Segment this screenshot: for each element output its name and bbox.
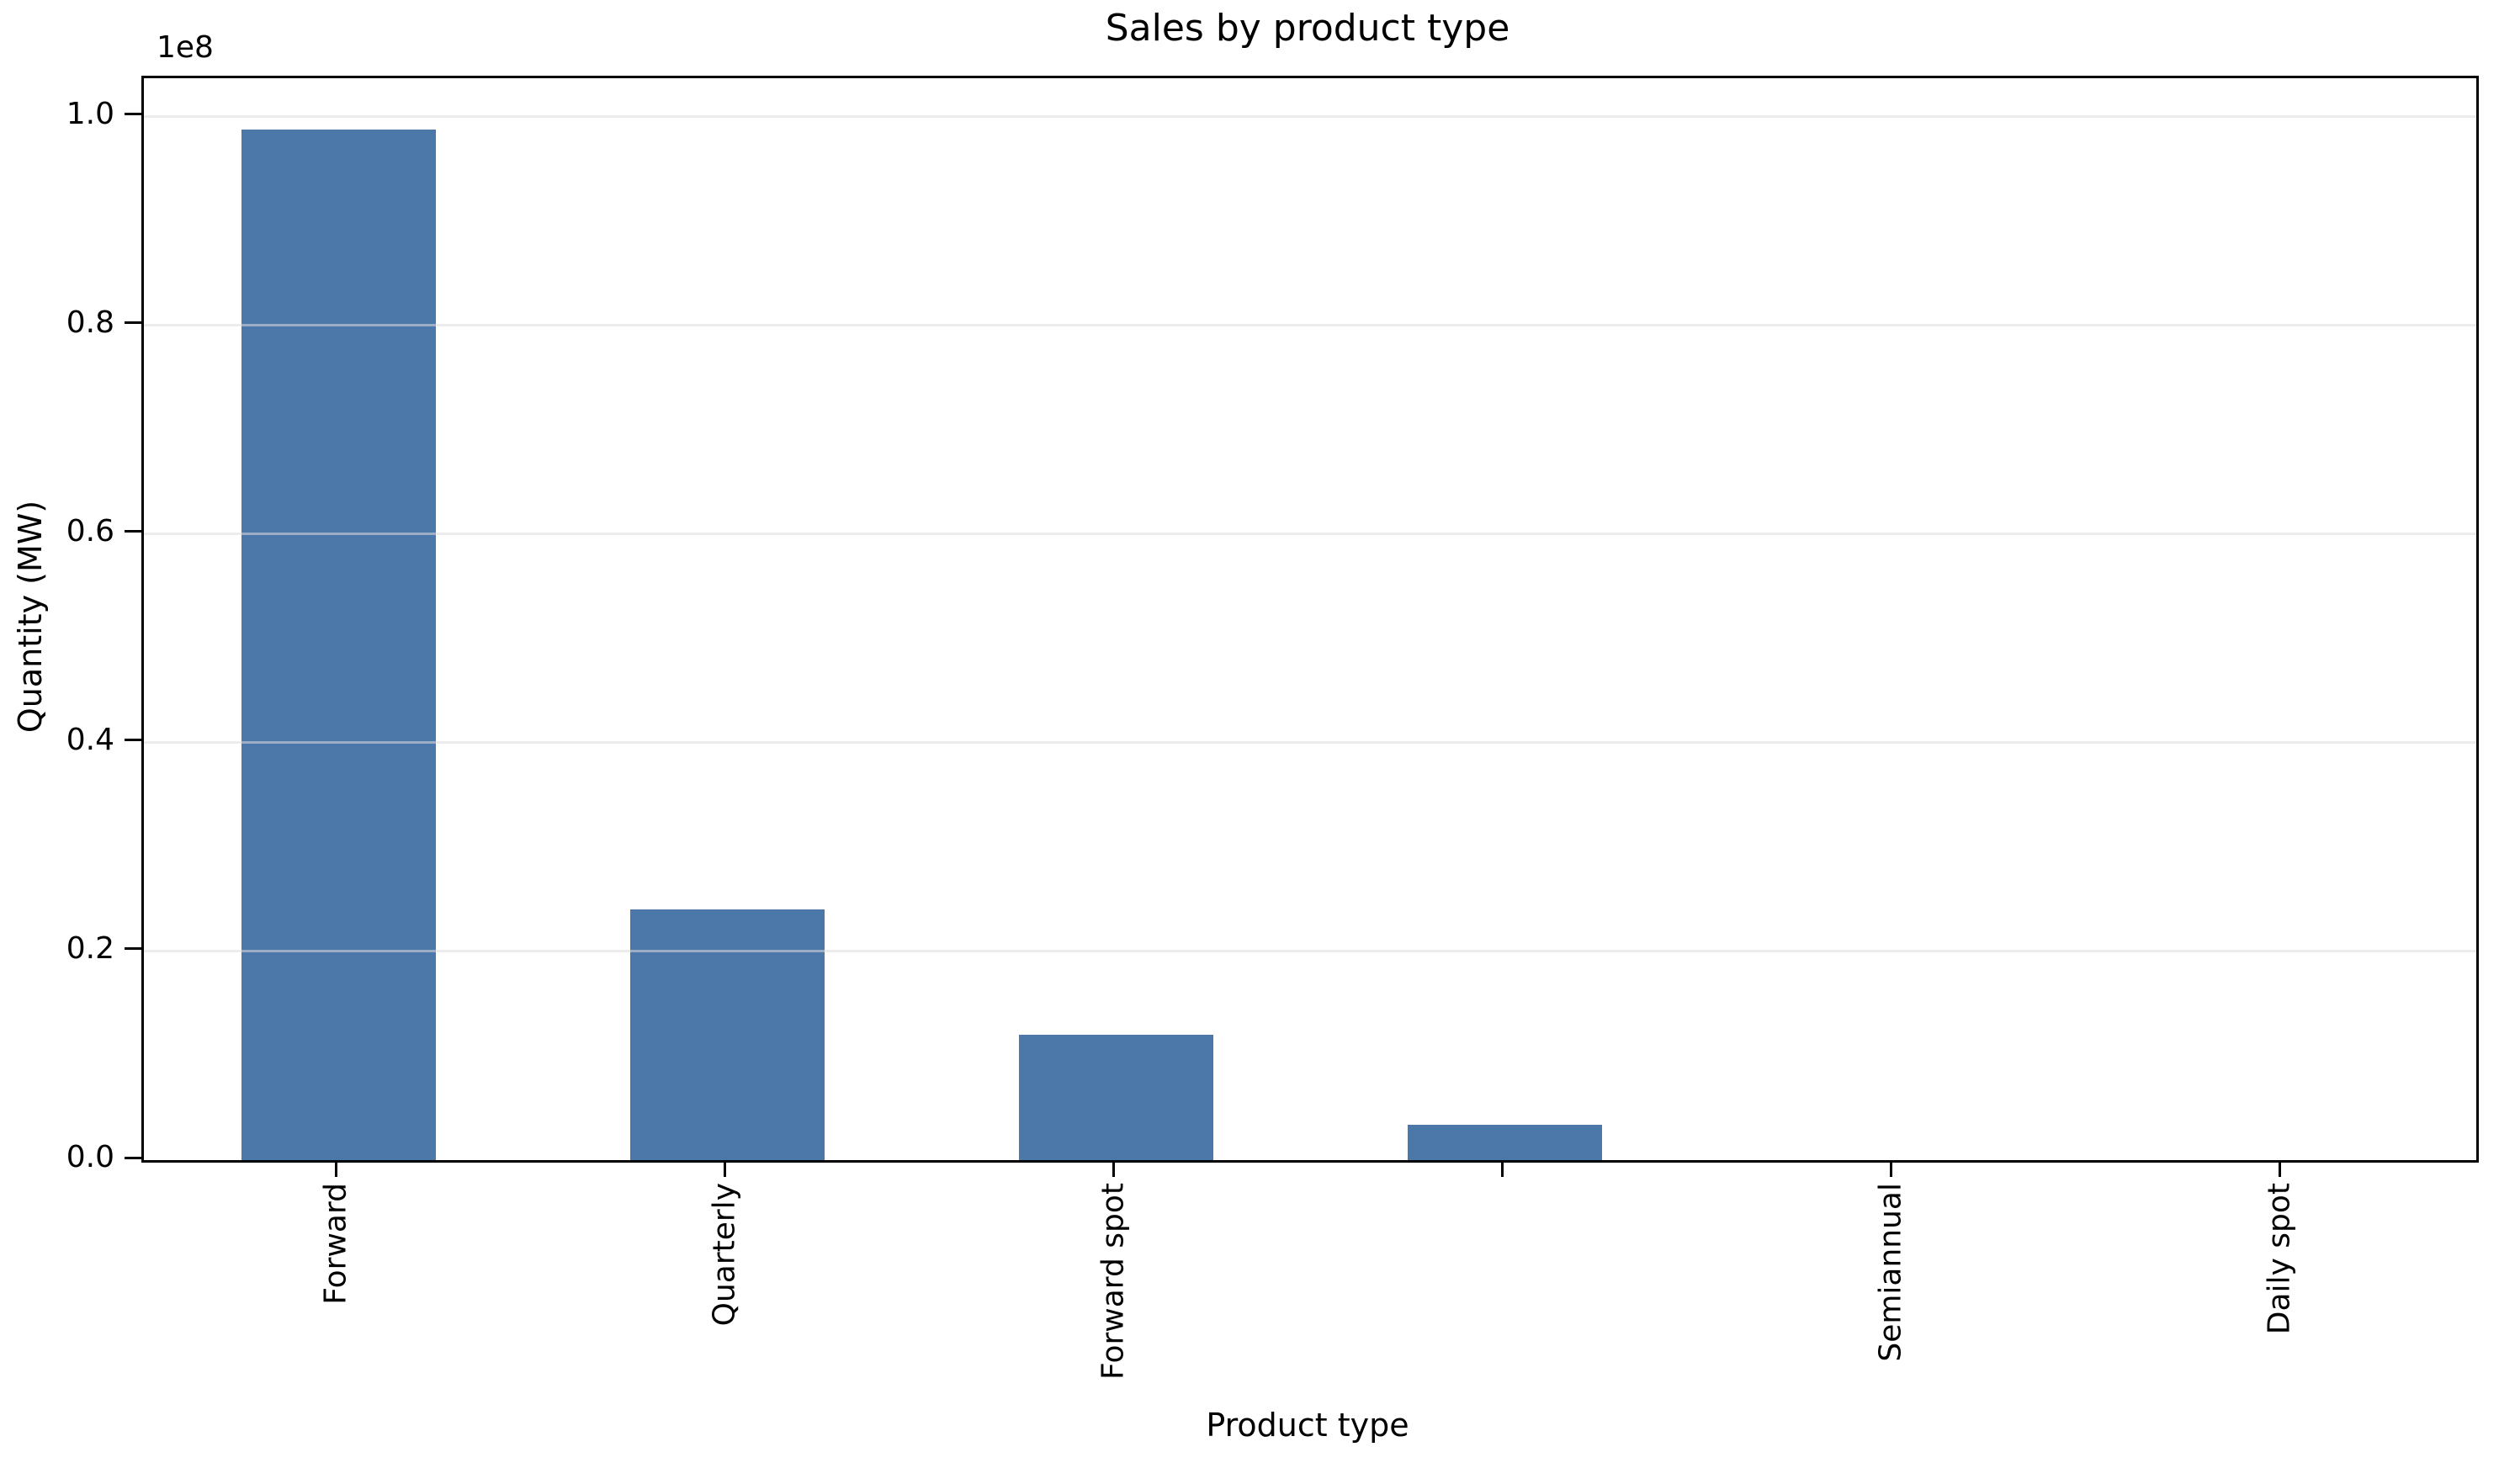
gridline [144, 741, 2476, 745]
bar-unlabeled [1407, 1124, 1602, 1160]
x-tick-mark [723, 1160, 726, 1177]
x-axis-label: Product type [1206, 1407, 1409, 1444]
x-tick-label-forward: Forward [318, 1183, 353, 1305]
grid-layer [144, 78, 2476, 1160]
y-tick-mark [125, 530, 141, 533]
x-tick-label-semiannual: Semiannual [1873, 1183, 1908, 1362]
y-tick-mark [125, 321, 141, 325]
y-tick-mark [125, 739, 141, 742]
y-tick-label: 0.4 [66, 722, 114, 757]
x-tick-mark [1500, 1160, 1504, 1177]
x-tick-mark [1889, 1160, 1892, 1177]
gridline [144, 115, 2476, 119]
bar-forward [241, 129, 436, 1160]
y-tick-label: 0.8 [66, 305, 114, 340]
y-tick-mark [125, 1156, 141, 1159]
y-tick-label: 1.0 [66, 96, 114, 131]
y-tick-mark [125, 113, 141, 116]
x-tick-label-forward-spot: Forward spot [1096, 1183, 1131, 1380]
y-tick-label: 0.6 [66, 513, 114, 549]
x-tick-mark [1112, 1160, 1115, 1177]
gridline [144, 533, 2476, 536]
x-tick-mark [2278, 1160, 2281, 1177]
y-tick-label: 0.0 [66, 1140, 114, 1174]
gridline [144, 324, 2476, 327]
y-tick-mark [125, 947, 141, 951]
x-tick-label-daily-spot: Daily spot [2262, 1183, 2297, 1335]
x-tick-mark [334, 1160, 337, 1177]
gridline [144, 950, 2476, 953]
bar-forward-spot [1018, 1035, 1213, 1160]
plot-area [141, 76, 2479, 1163]
chart-title: Sales by product type [1105, 7, 1510, 50]
y-tick-label: 0.2 [66, 930, 114, 966]
x-tick-label-quarterly: Quarterly [707, 1183, 742, 1327]
y-axis-offset-text: 1e8 [157, 30, 214, 65]
